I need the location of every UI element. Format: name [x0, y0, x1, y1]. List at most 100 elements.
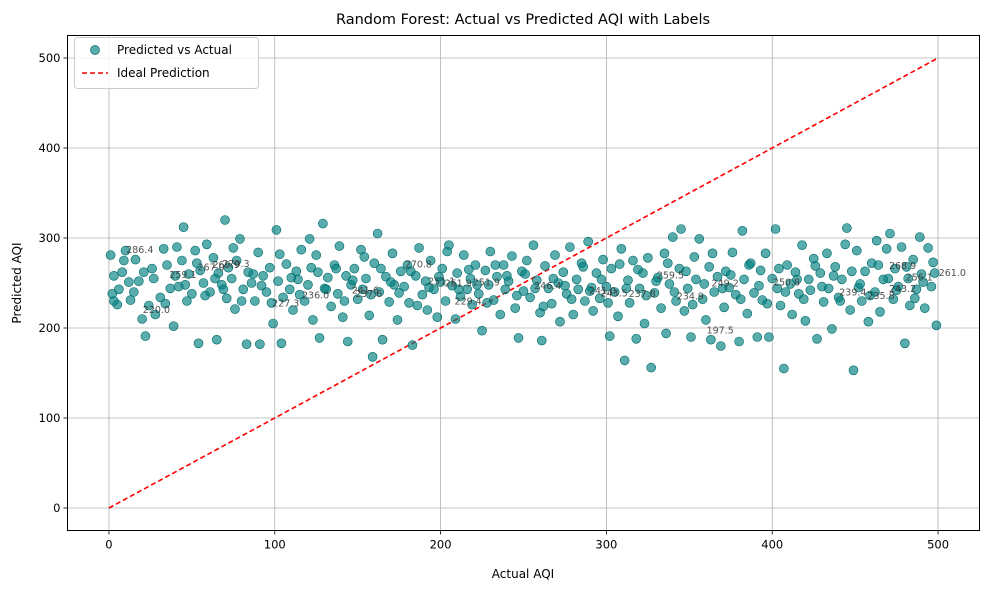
- scatter-point: [299, 296, 310, 306]
- scatter-point: [860, 266, 870, 277]
- data-label: 269.9: [212, 260, 239, 271]
- scatter-point: [604, 331, 615, 341]
- scatter-point: [198, 278, 209, 288]
- scatter-point: [120, 245, 131, 256]
- data-label: 286.4: [126, 245, 153, 256]
- scatter-point: [851, 245, 862, 256]
- scatter-point: [510, 303, 521, 314]
- data-label: 268.9: [889, 261, 916, 272]
- scatter-point: [366, 289, 376, 300]
- scatter-point: [679, 306, 690, 316]
- scatter-point: [598, 254, 608, 265]
- plot-frame: [67, 35, 980, 531]
- scatter-point: [331, 263, 341, 274]
- scatter-point: [863, 316, 874, 327]
- scatter-point: [536, 335, 547, 346]
- scatter-point: [651, 276, 661, 287]
- scatter-point: [682, 283, 693, 294]
- scatter-point: [588, 306, 598, 316]
- scatter-point: [187, 288, 197, 299]
- scatter-point: [827, 324, 837, 334]
- scatter-point: [555, 316, 565, 327]
- scatter-point: [719, 302, 729, 313]
- scatter-point: [168, 321, 179, 332]
- scatter-point: [498, 260, 509, 270]
- scatter-point: [716, 341, 726, 351]
- data-label: 234.9: [677, 292, 704, 303]
- scatter-point: [712, 271, 723, 282]
- scatter-point: [147, 263, 157, 274]
- scatter-point: [308, 315, 318, 325]
- scatter-point: [284, 284, 295, 295]
- data-label: 243.5: [600, 288, 627, 299]
- scatter-point: [192, 258, 202, 269]
- scatter-point: [842, 223, 852, 233]
- scatter-point: [896, 242, 907, 252]
- scatter-point: [596, 274, 607, 285]
- scatter-point: [502, 270, 512, 281]
- y-tick-label: 500: [39, 51, 61, 65]
- data-label: 197.5: [707, 325, 734, 336]
- scatter-point: [138, 267, 149, 278]
- data-label: 246.4: [534, 281, 561, 292]
- scatter-point: [500, 284, 511, 295]
- scatter-point: [193, 338, 204, 349]
- scatter-point: [321, 284, 331, 295]
- data-label: 227.3: [272, 298, 299, 309]
- data-label: 259.1: [169, 270, 196, 281]
- scatter-point: [342, 336, 353, 347]
- scatter-point: [540, 261, 550, 271]
- scatter-point: [314, 333, 325, 343]
- scatter-point: [271, 225, 282, 235]
- scatter-point: [512, 290, 522, 301]
- data-label: 220.0: [143, 305, 170, 316]
- x-tick-label: 500: [927, 538, 949, 552]
- scatter-point: [616, 244, 627, 254]
- scatter-point: [667, 232, 678, 242]
- scatter-point: [264, 262, 275, 273]
- scatter-point: [734, 336, 744, 347]
- data-label: 256.1: [906, 273, 933, 284]
- scatter-point: [235, 234, 245, 244]
- scatter-point: [507, 251, 517, 261]
- scatter-point: [248, 269, 259, 279]
- scatter-point: [129, 287, 139, 297]
- scatter-point: [395, 266, 406, 277]
- scatter-point: [631, 333, 642, 344]
- scatter-point: [901, 261, 912, 272]
- data-label: 237.6: [355, 289, 382, 300]
- scatter-point: [865, 290, 875, 301]
- scatter-point: [339, 296, 350, 306]
- scatter-point: [480, 265, 491, 276]
- data-label: 236.0: [302, 291, 329, 302]
- scatter-point: [221, 293, 232, 304]
- scatter-point: [538, 301, 549, 312]
- scatter-point: [286, 272, 297, 283]
- scatter-point: [918, 277, 928, 287]
- scatter-point: [601, 281, 612, 292]
- scatter-point: [210, 273, 220, 284]
- scatter-point: [926, 281, 937, 292]
- scatter-point: [641, 290, 652, 301]
- scatter-point: [900, 338, 910, 349]
- scatter-point: [560, 280, 570, 291]
- scatter-point: [903, 273, 913, 284]
- scatter-point: [591, 268, 602, 278]
- scatter-point: [760, 248, 771, 259]
- scatter-point: [414, 243, 424, 253]
- scatter-point: [928, 257, 938, 268]
- scatter-point: [737, 226, 748, 236]
- y-axis-label: Predicted AQI: [10, 242, 24, 323]
- scatter-point: [143, 300, 154, 311]
- scatter-point: [634, 283, 645, 294]
- scatter-point: [472, 279, 482, 290]
- scatter-point: [659, 248, 670, 259]
- scatter-point: [440, 296, 451, 306]
- scatter-point: [200, 290, 210, 301]
- scatter-point: [246, 278, 257, 288]
- scatter-point: [767, 273, 778, 284]
- legend-box: [74, 37, 259, 89]
- scatter-point: [137, 314, 147, 324]
- scatter-point: [412, 300, 423, 311]
